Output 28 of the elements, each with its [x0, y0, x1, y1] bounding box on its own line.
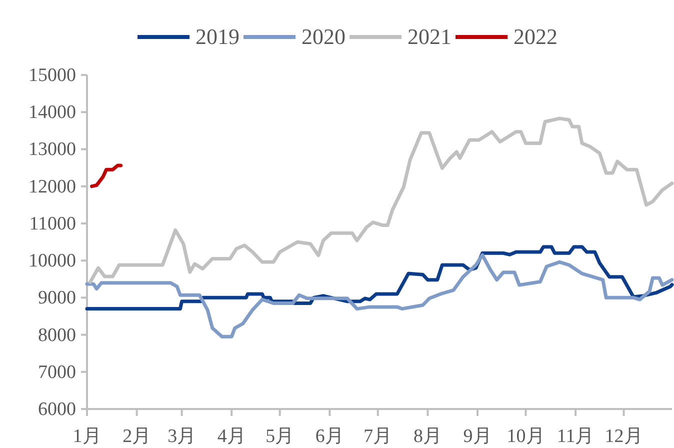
- y-tick-label: 11000: [29, 213, 76, 234]
- x-tick-label: 2月: [122, 426, 152, 447]
- x-tick-label: 4月: [217, 426, 246, 447]
- legend-label: 2019: [196, 24, 240, 49]
- x-tick-label: 12月: [604, 426, 643, 447]
- y-tick-label: 10000: [28, 250, 76, 272]
- y-tick-label: 9000: [38, 288, 76, 309]
- y-tick-label: 13000: [28, 139, 76, 160]
- legend-label: 2021: [408, 24, 452, 49]
- x-tick-label: 3月: [168, 426, 196, 447]
- y-tick-label: 7000: [38, 362, 76, 383]
- legend-label: 2022: [514, 24, 558, 49]
- x-tick-label: 6月: [315, 426, 344, 447]
- y-tick-label: 14000: [28, 102, 76, 124]
- legend-label: 2020: [302, 24, 346, 49]
- line-series: [85, 253, 674, 338]
- x-tick-label: 9月: [463, 426, 492, 447]
- y-tick-label: 12000: [28, 176, 76, 198]
- x-tick-label: 11月: [556, 426, 594, 447]
- x-tick-label: 10月: [506, 426, 545, 447]
- x-tick-label: 1月: [72, 426, 102, 447]
- line-series: [90, 164, 122, 188]
- y-tick-label: 8000: [38, 324, 76, 346]
- y-tick-label: 15000: [28, 65, 76, 86]
- x-tick-label: 5月: [266, 426, 294, 447]
- x-tick-label: 8月: [413, 426, 442, 447]
- x-tick-label: 7月: [364, 426, 392, 447]
- y-tick-label: 6000: [38, 399, 76, 420]
